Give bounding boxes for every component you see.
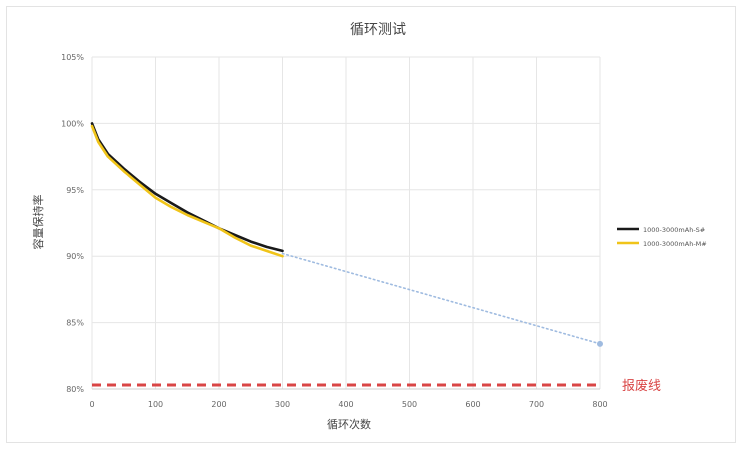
y-tick-label: 105% xyxy=(61,53,84,62)
trend-line xyxy=(281,252,601,345)
x-tick-label: 800 xyxy=(592,400,607,409)
gridlines xyxy=(91,56,601,390)
scrap-line-label: 报废线 xyxy=(622,378,661,394)
x-axis-label: 循环次数 xyxy=(327,417,371,431)
chart-title: 循环测试 xyxy=(350,22,406,38)
y-tick-label: 80% xyxy=(66,385,84,394)
y-tick-label: 95% xyxy=(66,186,84,195)
x-tick-label: 500 xyxy=(402,400,417,409)
series-line xyxy=(90,122,284,253)
x-tick-label: 400 xyxy=(338,400,353,409)
x-tick-label: 100 xyxy=(148,400,163,409)
trend-endpoint xyxy=(597,340,603,347)
x-tick-label: 700 xyxy=(529,400,544,409)
reference-lines: 报废线 xyxy=(92,378,661,394)
axes: 80% 85% 90% 95% 100% 105% 0 100 200 300 400 500 600 7… xyxy=(61,53,608,409)
legend-label: 1000-3000mAh-M# xyxy=(643,240,707,248)
chart-frame xyxy=(6,6,736,443)
y-tick-label: 100% xyxy=(61,119,84,128)
x-tick-label: 200 xyxy=(211,400,226,409)
series-line xyxy=(90,124,284,258)
y-axis-label: 容量保持率 xyxy=(31,195,45,250)
series-lines xyxy=(90,122,603,347)
x-tick-label: 300 xyxy=(275,400,290,409)
x-tick-label: 0 xyxy=(89,400,94,409)
legend: 1000-3000mAh-S# 1000-3000mAh-M# xyxy=(617,226,707,248)
y-tick-label: 85% xyxy=(66,319,84,328)
x-tick-label: 600 xyxy=(465,400,480,409)
y-tick-label: 90% xyxy=(66,252,84,261)
legend-label: 1000-3000mAh-S# xyxy=(643,226,705,234)
